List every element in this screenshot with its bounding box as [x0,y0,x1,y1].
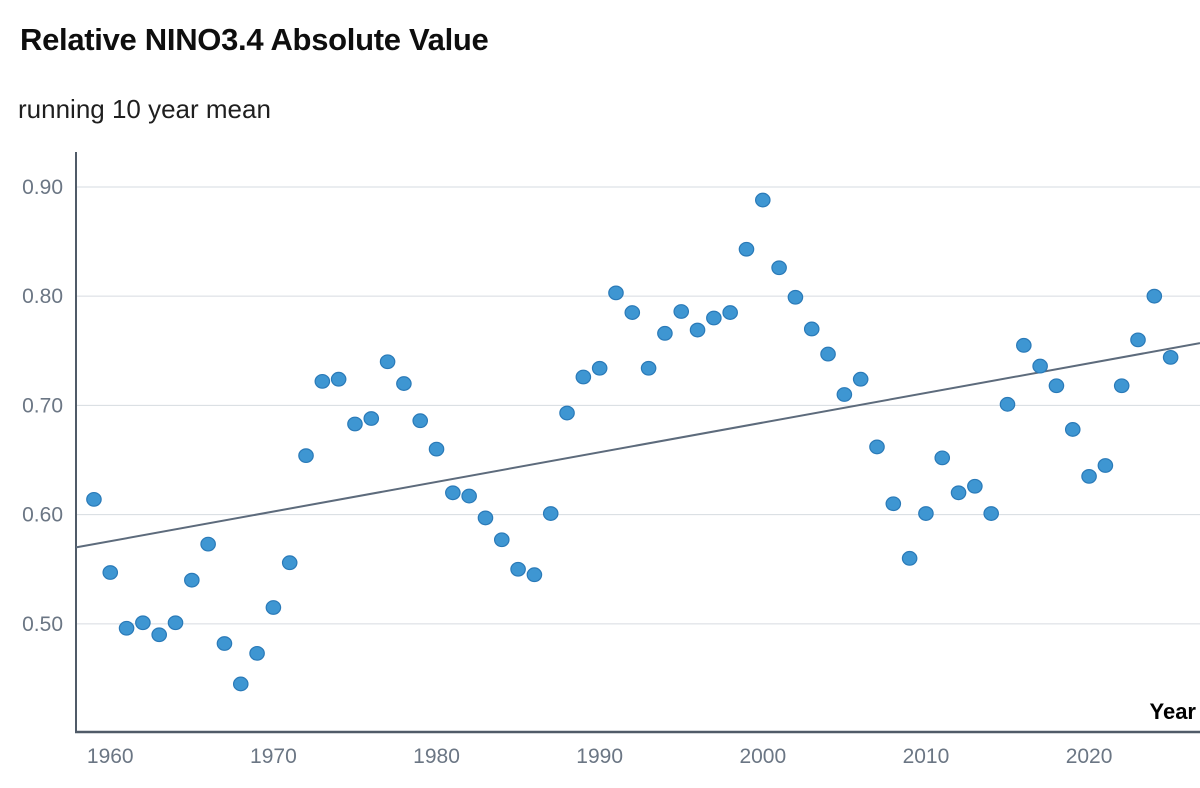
data-point [836,387,853,402]
data-point [379,354,396,370]
data-point [673,304,690,319]
data-point [542,506,559,521]
data-point [1048,378,1065,394]
data-point [657,325,673,341]
data-point [689,322,706,338]
data-point [298,448,314,464]
data-point [510,561,526,577]
data-point [184,572,200,588]
data-point [787,289,804,305]
chart-subtitle: running 10 year mean [18,94,271,124]
data-point [526,567,543,583]
data-point [1032,358,1048,374]
data-point [118,620,135,636]
data-point [803,321,820,337]
data-point [249,645,265,661]
data-point [591,360,608,376]
chart-header: Relative NINO3.4 Absolute Value running … [18,0,1180,125]
data-point [363,411,380,426]
x-tick-label: 2010 [903,745,950,768]
data-point [722,305,738,320]
data-point [983,506,999,521]
data-point [477,510,494,526]
data-point [1162,349,1179,365]
data-point [1146,288,1163,304]
y-tick-label: 0.50 [22,613,63,636]
data-point [1064,422,1081,437]
data-point [901,550,918,566]
data-point [738,241,755,257]
data-point [885,496,902,512]
trend-line [75,342,1200,549]
data-point [624,305,641,320]
data-point [461,488,477,504]
y-tick-label: 0.90 [22,176,63,199]
data-point [396,376,412,391]
data-point [1113,378,1130,394]
data-point [967,478,983,494]
data-point [445,485,461,501]
data-point [428,441,445,457]
data-point [412,413,429,429]
data-point [950,485,967,501]
x-tick-label: 1960 [87,745,134,768]
data-point [151,627,167,643]
data-point [232,676,249,692]
data-point [135,615,151,631]
data-point [771,260,787,276]
data-point [706,310,722,326]
y-tick-label: 0.80 [22,285,63,308]
data-point [167,615,184,631]
data-point [575,369,592,385]
data-point [640,360,657,376]
data-point [330,371,347,387]
chart-title: Relative NINO3.4 Absolute Value [20,22,489,57]
x-tick-label: 1980 [413,745,460,768]
data-point [934,450,951,466]
y-tick-label: 0.60 [22,504,63,527]
data-point [216,636,233,651]
data-point [281,555,298,571]
data-point [493,532,510,548]
data-point [1097,458,1114,473]
x-axis-label: Year [1150,699,1197,724]
data-point [1081,469,1097,484]
data-point [999,396,1016,412]
y-tick-label: 0.70 [22,394,63,417]
data-point [559,405,575,421]
data-point [314,373,331,389]
data-point [200,536,216,552]
data-point [852,371,869,387]
data-point [918,506,934,521]
data-point [347,416,363,432]
x-tick-label: 1990 [576,745,623,768]
x-tick-label: 2020 [1066,745,1113,768]
x-tick-label: 1970 [250,745,297,768]
x-tick-label: 2000 [739,745,786,768]
data-point [102,565,119,580]
data-point [869,439,885,455]
data-point [608,285,624,301]
data-point [754,192,771,208]
data-point [1016,337,1032,353]
data-point [86,491,102,507]
data-point [1130,332,1146,348]
data-point [265,600,282,615]
data-point [820,346,836,362]
